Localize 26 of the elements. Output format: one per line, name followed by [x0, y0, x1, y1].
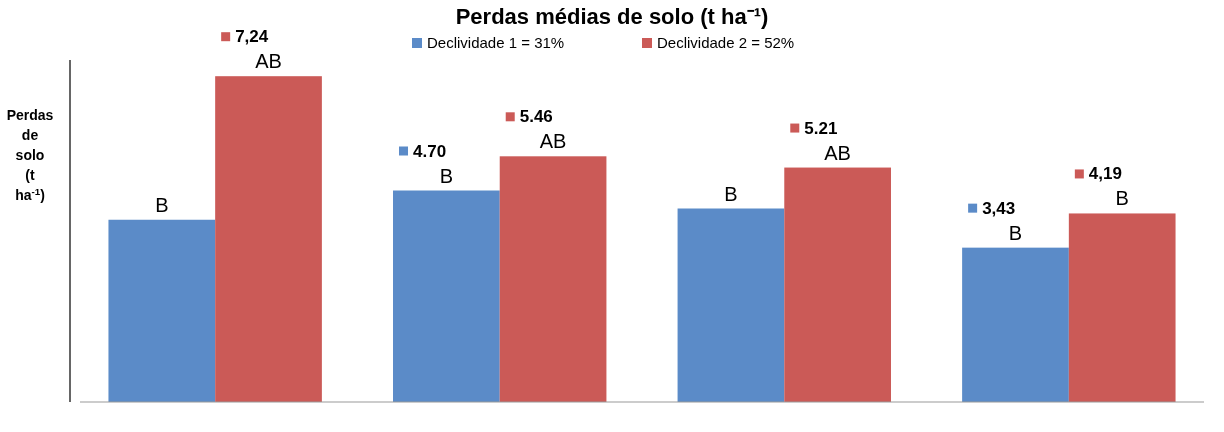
data-label: 3,43	[982, 198, 1016, 218]
annotation: B	[439, 164, 454, 187]
data-label: 4,19	[1088, 164, 1122, 184]
legend-label: Declividade 1 = 31%	[427, 34, 565, 51]
bar	[1068, 213, 1176, 402]
chart-title: Perdas médias de solo (t ha⁻¹)	[455, 4, 769, 29]
bar	[499, 156, 607, 402]
annotation: B	[724, 182, 738, 205]
data-label: 5.46	[519, 107, 553, 127]
bar	[108, 219, 216, 402]
legend-label: Declividade 2 = 52%	[657, 34, 795, 51]
data-label: 4.70	[413, 141, 447, 161]
annotation: AB	[824, 141, 851, 164]
bar	[962, 247, 1069, 402]
annotation: AB	[255, 50, 282, 73]
bar	[677, 208, 785, 402]
annotation: B	[1115, 187, 1129, 210]
bar	[784, 167, 891, 402]
y-axis-title: Perdas de solo (t ha$^{-1}$)	[6, 107, 54, 203]
bar	[215, 76, 322, 402]
bar	[393, 190, 500, 402]
data-label: 5.21	[804, 118, 838, 138]
annotation: B	[155, 193, 169, 216]
data-label: 7,24	[235, 27, 269, 47]
annotation: B	[1008, 221, 1023, 244]
annotation: AB	[539, 130, 567, 153]
